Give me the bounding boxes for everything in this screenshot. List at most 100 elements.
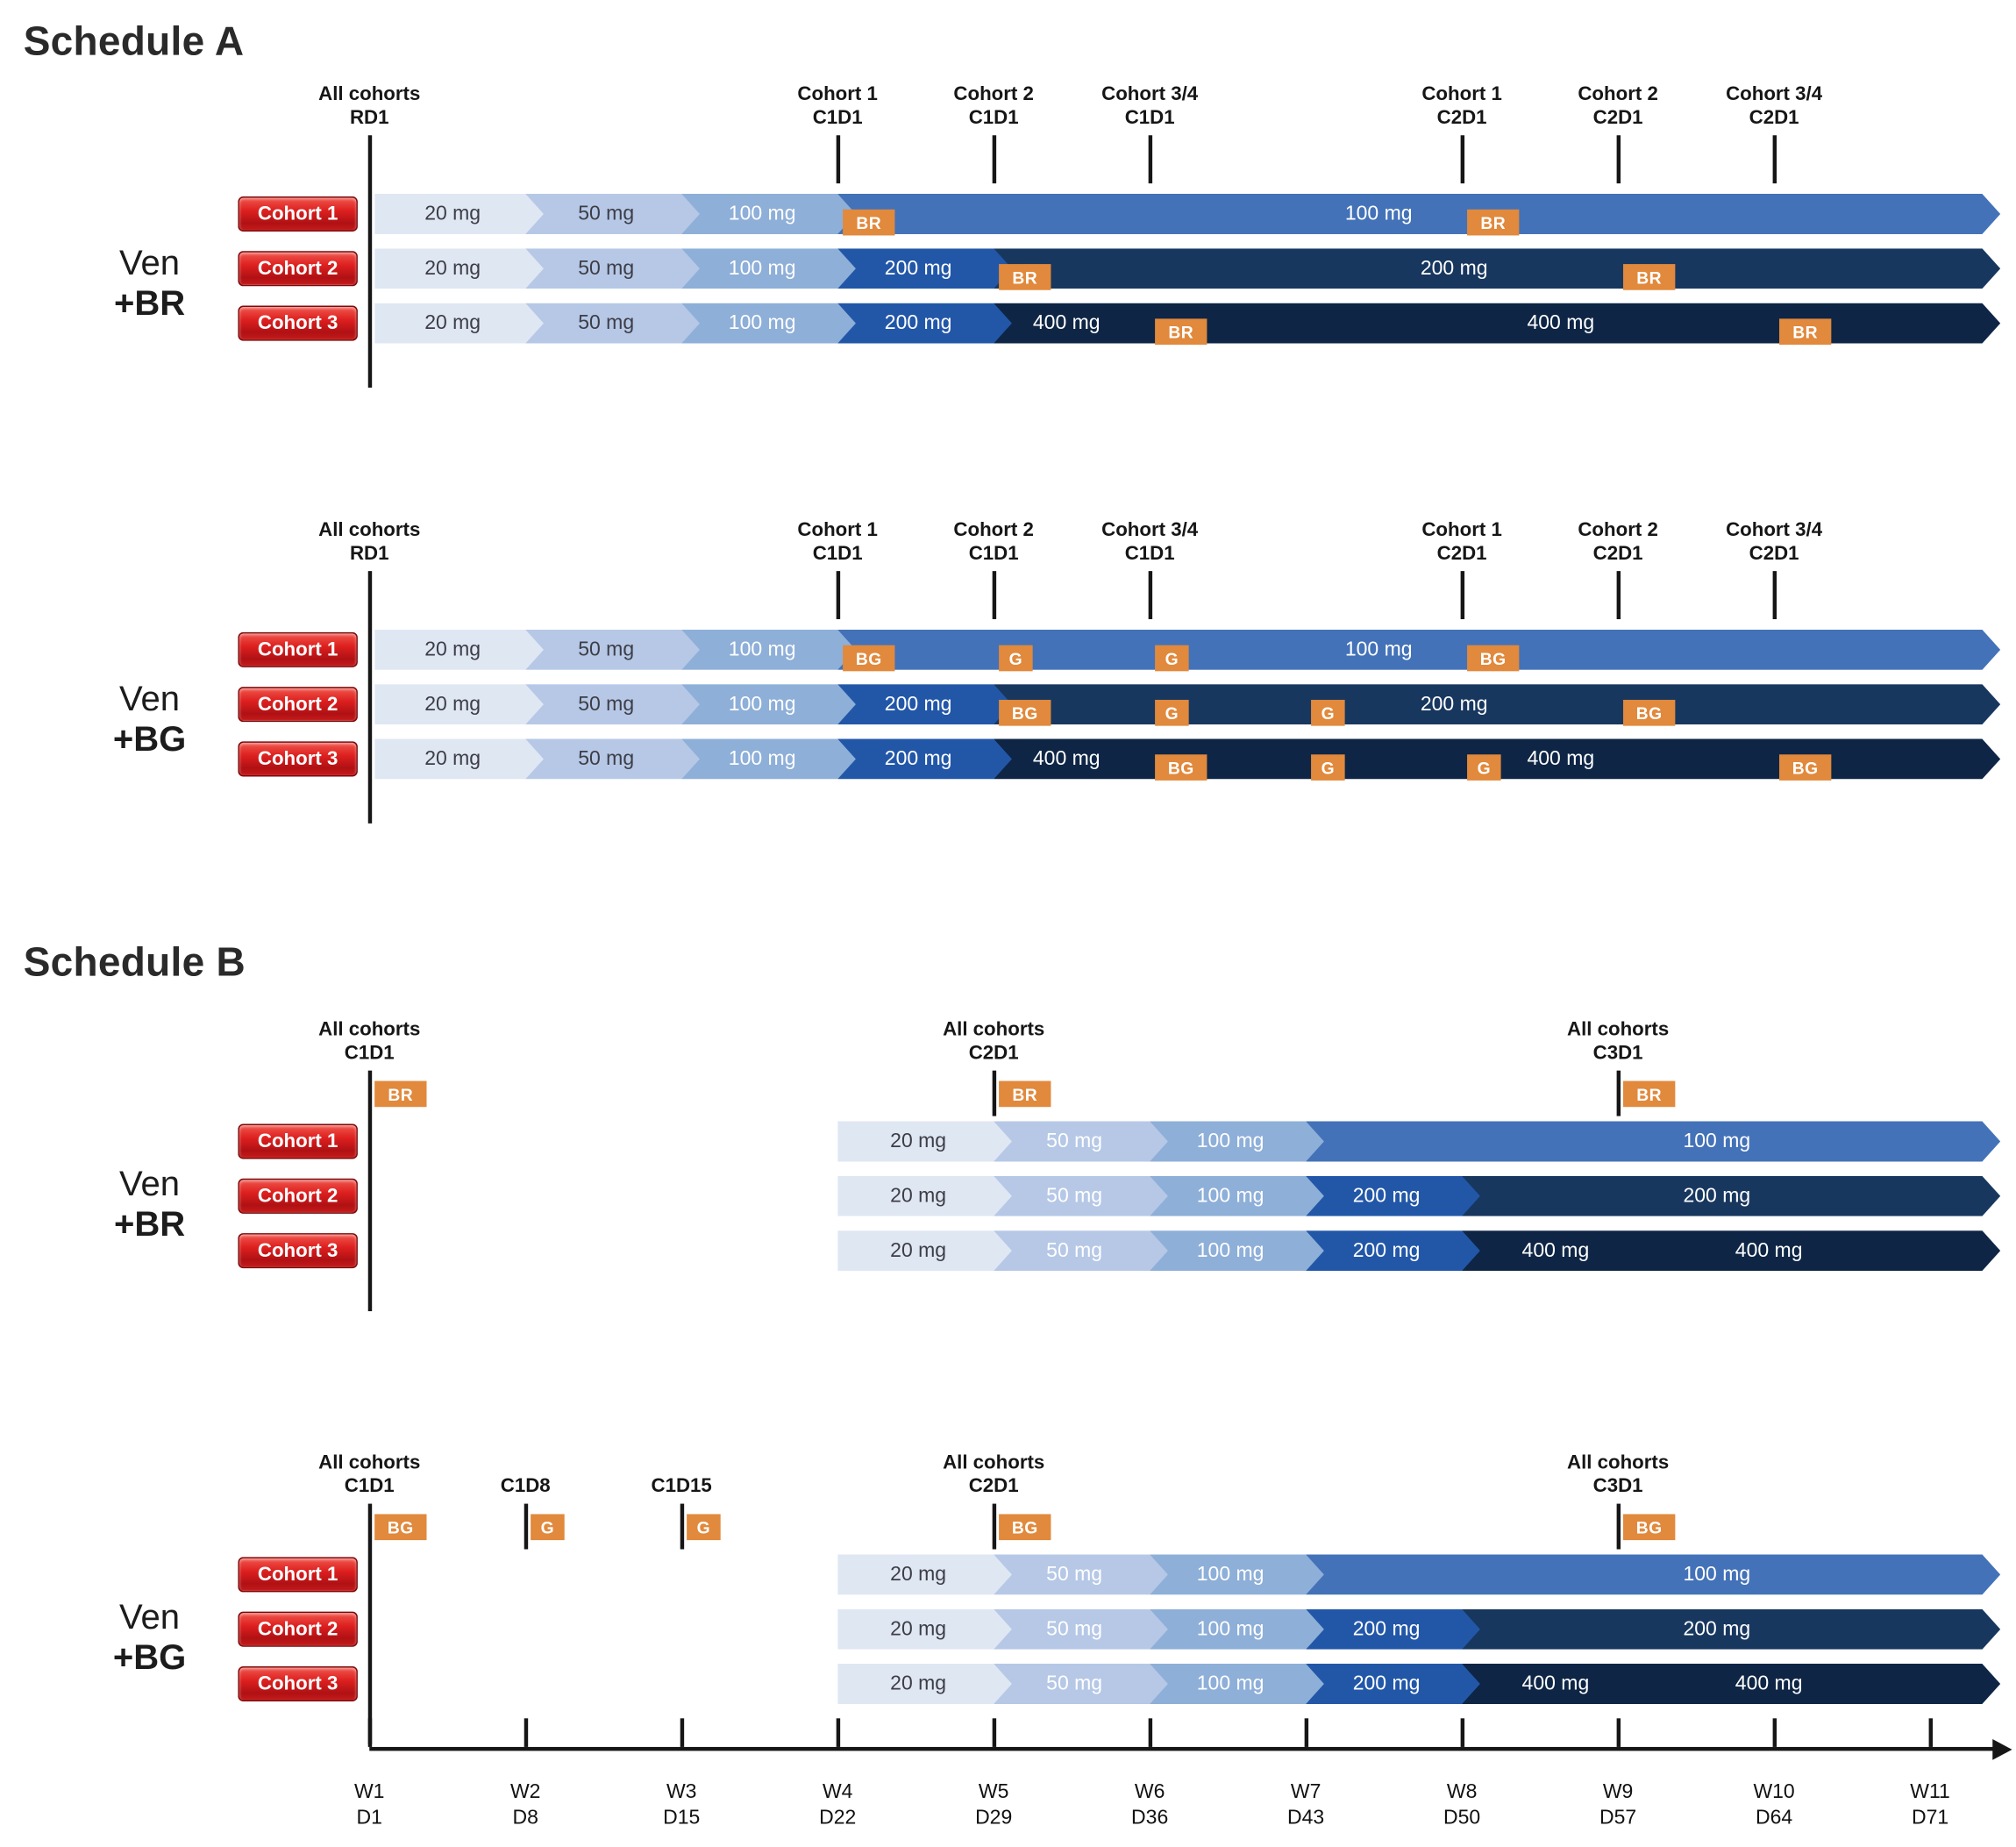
timeline-marker-label: Cohort 2 C2D1 <box>1578 518 1658 565</box>
dose-segment: 100 mg <box>681 303 856 344</box>
timeline-event-tick <box>1771 571 1777 620</box>
dose-bar-label: 400 mg <box>1032 311 1101 335</box>
dose-bar-label: 400 mg <box>1032 747 1101 771</box>
schedule-a-title: Schedule A <box>23 18 245 64</box>
dose-segment: 50 mg <box>525 630 700 670</box>
timeline-event-line <box>367 571 372 824</box>
dose-bar: 200 mg <box>1462 1176 2000 1216</box>
cohort-badge: Cohort 2 <box>238 1178 358 1214</box>
axis-week-label: W8 D50 <box>1443 1780 1481 1829</box>
dose-segment: 100 mg <box>681 684 856 724</box>
dose-segment: 50 mg <box>525 194 700 234</box>
br-treatment-tag: BR <box>999 1080 1051 1108</box>
g-treatment-tag: G <box>1311 699 1345 726</box>
dose-bar-label: 400 mg <box>1735 1239 1803 1262</box>
g-treatment-tag: G <box>1155 699 1189 726</box>
axis-week-tick <box>1771 1718 1777 1747</box>
dose-bar: 100 mg <box>1306 1554 2000 1594</box>
axis-week-label: W4 D22 <box>819 1780 857 1829</box>
group-label-ven: Ven <box>119 1597 181 1637</box>
timeline-marker-label: Cohort 1 C2D1 <box>1421 82 1502 129</box>
timeline-marker-label: Cohort 3/4 C2D1 <box>1726 82 1823 129</box>
dose-segment: 50 mg <box>994 1609 1168 1650</box>
dose-segment: 200 mg <box>1306 1176 1480 1216</box>
axis-week-tick <box>1303 1718 1308 1747</box>
bg-treatment-tag: BG <box>1467 645 1520 672</box>
timeline-marker-label: Cohort 3/4 C1D1 <box>1101 82 1199 129</box>
dose-bar-label: 100 mg <box>1683 1563 1751 1587</box>
dose-segment: 50 mg <box>994 1554 1168 1594</box>
dose-segment: 100 mg <box>681 194 856 234</box>
dose-segment: 50 mg <box>525 738 700 779</box>
g-treatment-tag: G <box>1467 754 1501 781</box>
axis-week-tick <box>679 1718 684 1747</box>
dose-segment: 20 mg <box>374 738 544 779</box>
timeline-event-tick <box>1615 135 1621 184</box>
dose-segment: 20 mg <box>837 1176 1012 1216</box>
dose-segment: 20 mg <box>837 1230 1012 1271</box>
dose-segment: 100 mg <box>681 630 856 670</box>
bg-treatment-tag: BG <box>1155 754 1207 781</box>
dose-bar-label: 100 mg <box>1344 203 1413 225</box>
timeline-event-tick <box>991 1070 996 1116</box>
dose-bar: 100 mg <box>1306 1122 2000 1162</box>
dose-segment: 200 mg <box>1306 1609 1480 1650</box>
group-label-ven: Ven <box>119 243 181 282</box>
dose-segment: 20 mg <box>837 1664 1012 1704</box>
dose-segment: 20 mg <box>837 1554 1012 1594</box>
timeline-marker-label: All cohorts RD1 <box>318 518 421 565</box>
timeline-event-tick <box>1147 571 1152 620</box>
timeline-event-line <box>367 1070 372 1312</box>
dose-bar-label: 200 mg <box>1683 1185 1751 1208</box>
bg-treatment-tag: BG <box>843 645 895 672</box>
timeline-marker-label: Cohort 1 C2D1 <box>1421 518 1502 565</box>
timeline-marker-label: Cohort 2 C2D1 <box>1578 82 1658 129</box>
group-label-ven: Ven <box>119 679 181 718</box>
timeline-marker-label: All cohorts C1D1 <box>318 1018 421 1065</box>
dose-segment: 50 mg <box>994 1122 1168 1162</box>
group-label-regimen: +BR <box>113 1204 186 1244</box>
cohort-badge: Cohort 1 <box>238 1123 358 1159</box>
bg-treatment-tag: BG <box>1623 1514 1676 1541</box>
cohort-badge: Cohort 2 <box>238 251 358 287</box>
bg-treatment-tag: BG <box>1623 699 1676 726</box>
dose-segment: 20 mg <box>374 248 544 289</box>
dose-bar-label: 100 mg <box>1344 638 1413 661</box>
timeline-event-line <box>367 1503 372 1744</box>
timeline-marker-label: Cohort 3/4 C1D1 <box>1101 518 1199 565</box>
dose-segment: 100 mg <box>681 738 856 779</box>
timeline-event-tick <box>1615 1503 1621 1550</box>
dose-bar: 200 mg <box>1462 1609 2000 1650</box>
dose-bar: 200 mg <box>994 684 2000 724</box>
timeline-event-tick <box>991 571 996 620</box>
bg-treatment-tag: BG <box>1779 754 1832 781</box>
timeline-marker-label: All cohorts C3D1 <box>1567 1451 1670 1498</box>
dose-segment: 50 mg <box>525 248 700 289</box>
group-label-ven: Ven <box>119 1164 181 1203</box>
timeline-axis-line <box>369 1746 1996 1751</box>
dose-segment: 20 mg <box>374 684 544 724</box>
axis-week-label: W2 D8 <box>509 1780 541 1829</box>
dose-segment: 100 mg <box>1150 1122 1324 1162</box>
timeline-marker-label: Cohort 1 C1D1 <box>797 518 878 565</box>
dose-segment: 20 mg <box>374 303 544 344</box>
dose-segment: 20 mg <box>374 630 544 670</box>
axis-week-tick <box>367 1718 372 1747</box>
br-treatment-tag: BR <box>1779 318 1832 346</box>
timeline-marker-label: All cohorts C3D1 <box>1567 1018 1670 1065</box>
timeline-event-tick <box>679 1503 684 1550</box>
cohort-badge: Cohort 1 <box>238 631 358 667</box>
timeline-event-tick <box>991 1503 996 1550</box>
axis-week-tick <box>1459 1718 1464 1747</box>
dose-segment: 100 mg <box>1150 1176 1324 1216</box>
br-treatment-tag: BR <box>999 264 1051 290</box>
dose-bar: 100 mg <box>837 194 2000 234</box>
timeline-marker-label: C1D8 <box>500 1474 551 1498</box>
timeline-event-tick <box>1459 571 1464 620</box>
timeline-marker-label: Cohort 2 C1D1 <box>953 518 1034 565</box>
axis-week-tick <box>523 1718 528 1747</box>
br-treatment-tag: BR <box>1467 209 1520 236</box>
dose-segment: 200 mg <box>837 248 1012 289</box>
dose-segment: 20 mg <box>837 1609 1012 1650</box>
br-treatment-tag: BR <box>1623 1080 1676 1108</box>
